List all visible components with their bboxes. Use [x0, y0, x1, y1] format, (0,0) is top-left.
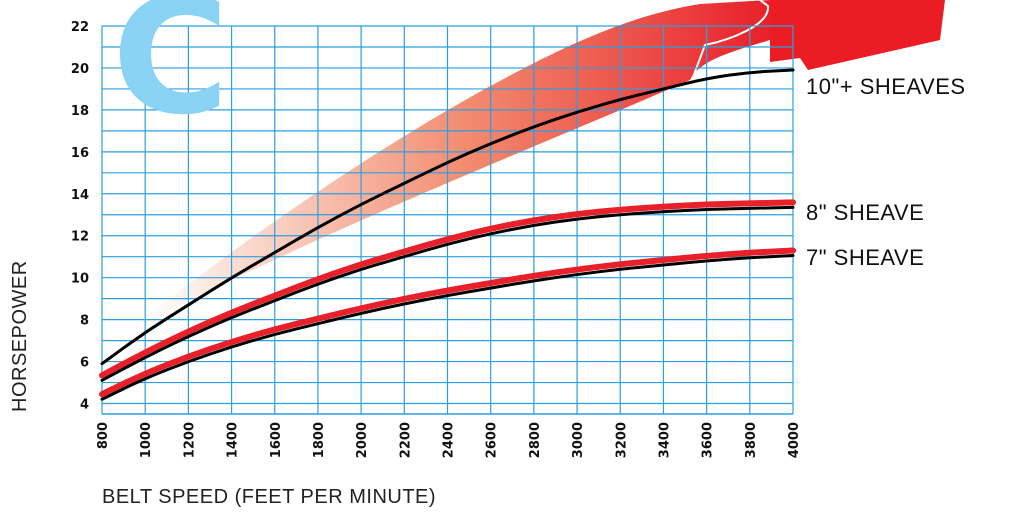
- x-tick-label: 4000: [787, 422, 802, 458]
- x-tick-label: 2600: [485, 422, 500, 458]
- gradient-arrow-band: [104, 0, 770, 352]
- x-axis-title: BELT SPEED (FEET PER MINUTE): [102, 486, 436, 508]
- series-label-10-sheaves: 10"+ SHEAVES: [806, 74, 966, 99]
- x-tick-label: 800: [96, 422, 111, 449]
- y-tick-label: 10: [71, 272, 89, 287]
- series-line-black-2: [100, 254, 795, 401]
- x-tick-label: 3200: [614, 422, 629, 458]
- x-tick-label: 2800: [528, 422, 543, 458]
- y-tick-label: 16: [71, 146, 89, 161]
- y-tick-label: 12: [71, 230, 89, 245]
- x-tick-label: 3000: [571, 422, 586, 458]
- series-line-0: [100, 68, 795, 366]
- y-tick-label: 20: [71, 62, 89, 77]
- y-tick-label: 14: [71, 188, 89, 203]
- arrow-head: [770, 0, 945, 70]
- x-axis-ticks: 800 1000 1200 1400 1600 1800 2000 2200 2400 2600 2…: [96, 422, 802, 458]
- x-tick-label: 3600: [701, 422, 716, 458]
- x-tick-label: 1400: [226, 422, 241, 458]
- series-layer: [99, 68, 796, 401]
- x-tick-label: 3400: [657, 422, 672, 458]
- y-tick-label: 6: [80, 356, 89, 371]
- x-tick-label: 2200: [398, 422, 413, 458]
- y-tick-label: 4: [80, 398, 89, 413]
- x-tick-label: 3800: [744, 422, 759, 458]
- badge-layer: C: [112, 0, 229, 150]
- x-tick-label: 1200: [182, 422, 197, 458]
- series-line-red-2: [99, 247, 796, 398]
- series-label-7-sheave: 7" SHEAVE: [806, 245, 924, 270]
- x-tick-label: 1600: [269, 422, 284, 458]
- y-axis-title: HORSEPOWER: [9, 260, 31, 412]
- grid: [101, 25, 794, 415]
- chart-badge-letter: C: [112, 0, 229, 150]
- y-tick-label: 18: [71, 104, 89, 119]
- series-line-black-1: [100, 205, 795, 382]
- arrow-accent-line: [691, 0, 770, 81]
- y-tick-label: 8: [80, 314, 89, 329]
- series-label-8-sheave: 8" SHEAVE: [806, 200, 924, 225]
- series-line-red-1: [99, 199, 796, 379]
- x-tick-label: 1800: [312, 422, 327, 458]
- y-tick-label: 22: [71, 20, 89, 35]
- x-tick-label: 2400: [442, 422, 457, 458]
- y-axis-ticks: 4 6 8 10 12 14 16 18 20 22: [71, 20, 89, 413]
- x-tick-label: 1000: [139, 422, 154, 458]
- x-tick-label: 2000: [355, 422, 370, 458]
